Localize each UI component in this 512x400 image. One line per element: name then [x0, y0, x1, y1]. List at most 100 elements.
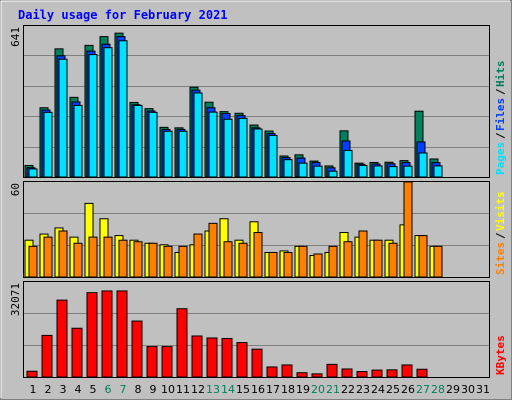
bar-kbytes	[101, 290, 113, 378]
bar-sites	[373, 239, 383, 278]
bar-pages	[268, 134, 278, 178]
bar-sites	[163, 245, 173, 278]
x-tick-label-day-12: 12	[191, 383, 205, 396]
bar-pages	[28, 168, 38, 178]
bar-sites	[178, 245, 188, 278]
bar-sites	[43, 236, 53, 278]
x-tick-label-day-25: 25	[386, 383, 400, 396]
bar-sites	[283, 251, 293, 278]
bar-sites	[223, 241, 233, 278]
bar-sites	[298, 245, 308, 278]
bar-sites	[148, 242, 158, 278]
bar-sites	[28, 245, 38, 278]
x-tick-label-day-6: 6	[105, 383, 112, 396]
bar-sites	[208, 222, 218, 278]
bar-sites	[433, 245, 443, 278]
bar-pages	[343, 149, 353, 178]
x-tick-label-day-13: 13	[206, 383, 220, 396]
x-tick-label-day-9: 9	[150, 383, 157, 396]
bar-sites	[388, 242, 398, 278]
bar-sites	[313, 253, 323, 278]
bar-pages	[238, 117, 248, 178]
x-tick-label-day-5: 5	[90, 383, 97, 396]
x-tick-label-day-27: 27	[416, 383, 430, 396]
bar-kbytes	[356, 371, 368, 378]
bar-kbytes	[311, 373, 323, 378]
bar-pages	[433, 165, 443, 178]
legend-separator: /	[494, 132, 507, 139]
bar-sites	[103, 236, 113, 278]
bar-pages	[193, 92, 203, 178]
bar-sites	[358, 230, 368, 278]
bar-pages	[403, 165, 413, 178]
x-tick-label-day-1: 1	[30, 383, 37, 396]
bar-kbytes	[266, 366, 278, 378]
bar-kbytes	[371, 369, 383, 378]
bar-kbytes	[176, 308, 188, 378]
x-tick-label-day-17: 17	[266, 383, 280, 396]
x-tick-label-day-10: 10	[161, 383, 175, 396]
bar-pages	[73, 104, 83, 178]
legend-separator: /	[494, 232, 507, 239]
y-max-label-bottom: 32071	[9, 283, 22, 316]
chart-title: Daily usage for February 2021	[18, 8, 228, 22]
bar-sites	[328, 245, 338, 278]
bar-sites	[418, 235, 428, 278]
x-tick-label-day-20: 20	[311, 383, 325, 396]
bar-pages	[418, 152, 428, 178]
bar-pages	[253, 128, 263, 178]
bar-sites	[73, 242, 83, 278]
bar-kbytes	[41, 334, 53, 378]
bar-kbytes	[236, 342, 248, 378]
x-tick-label-day-2: 2	[45, 383, 52, 396]
x-tick-label-day-19: 19	[296, 383, 310, 396]
bar-kbytes	[161, 346, 173, 378]
x-tick-label-day-3: 3	[60, 383, 67, 396]
bar-pages	[148, 111, 158, 178]
bar-kbytes	[191, 335, 203, 378]
bar-kbytes	[56, 299, 68, 378]
bar-pages	[328, 170, 338, 178]
bar-kbytes	[116, 290, 128, 378]
bar-kbytes	[146, 346, 158, 378]
bar-sites	[133, 241, 143, 278]
bar-sites	[58, 230, 68, 278]
bar-kbytes	[221, 338, 233, 378]
bar-pages	[103, 47, 113, 178]
bar-sites	[343, 241, 353, 278]
x-tick-label-day-31: 31	[476, 383, 490, 396]
x-tick-label-day-4: 4	[75, 383, 82, 396]
bar-sites	[118, 239, 128, 278]
bar-sites	[238, 242, 248, 278]
bar-kbytes	[86, 292, 98, 378]
bar-sites	[193, 233, 203, 278]
bar-sites	[88, 236, 98, 278]
legend-visits: Visits	[494, 191, 507, 231]
bar-pages	[43, 111, 53, 178]
bar-pages	[178, 130, 188, 178]
bar-pages	[163, 130, 173, 178]
bar-pages	[313, 165, 323, 178]
legend-separator: /	[494, 88, 507, 95]
bar-pages	[283, 159, 293, 178]
x-tick-label-day-18: 18	[281, 383, 295, 396]
bar-pages	[223, 118, 233, 178]
bar-kbytes	[401, 364, 413, 378]
x-tick-label-day-11: 11	[176, 383, 190, 396]
bar-pages	[358, 164, 368, 178]
x-tick-label-day-16: 16	[251, 383, 265, 396]
bar-pages	[208, 111, 218, 178]
bar-sites	[403, 181, 413, 278]
x-tick-label-day-29: 29	[446, 383, 460, 396]
bar-pages	[298, 162, 308, 178]
bar-kbytes	[386, 369, 398, 378]
legend-sites: Sites	[494, 242, 507, 275]
x-tick-label-day-14: 14	[221, 383, 235, 396]
bar-pages	[88, 54, 98, 178]
bar-kbytes	[326, 363, 338, 378]
x-tick-label-day-21: 21	[326, 383, 340, 396]
x-tick-label-day-28: 28	[431, 383, 445, 396]
bar-kbytes	[206, 337, 218, 378]
